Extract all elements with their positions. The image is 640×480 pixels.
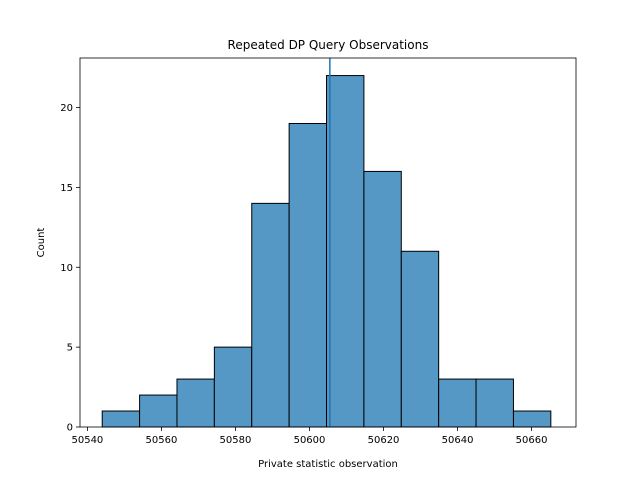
histogram-bar: [326, 75, 365, 428]
histogram-bar: [251, 202, 290, 428]
histogram-bar: [400, 250, 440, 428]
x-axis-label: Private statistic observation: [258, 459, 398, 470]
y-tick-label: 10: [60, 263, 73, 274]
x-tick-label: 50640: [442, 435, 474, 446]
histogram-bar: [512, 410, 552, 428]
x-tick-label: 50560: [146, 435, 178, 446]
histogram-bar: [438, 378, 477, 428]
y-axis-ticks: 0 5 10 15 20: [60, 103, 80, 434]
x-tick-label: 50660: [516, 435, 548, 446]
bars-group: [101, 75, 552, 428]
x-tick-label: 50540: [71, 435, 103, 446]
x-axis-ticks: 50540 50560 50580 50600 50620 50640 50660: [71, 427, 547, 446]
histogram-bar: [101, 410, 141, 428]
histogram-bar: [213, 346, 253, 428]
histogram-bar: [475, 378, 514, 428]
histogram-bar: [363, 170, 402, 428]
y-tick-label: 20: [60, 103, 73, 114]
y-tick-label: 5: [67, 343, 73, 354]
chart-title: Repeated DP Query Observations: [228, 38, 429, 52]
x-tick-label: 50600: [294, 435, 326, 446]
y-tick-label: 0: [67, 423, 73, 434]
histogram-bar: [176, 378, 215, 428]
plot-frame: [79, 57, 577, 428]
y-axis-label: Count: [36, 228, 47, 258]
histogram-bar: [139, 394, 178, 428]
y-tick-label: 15: [60, 183, 73, 194]
x-tick-label: 50580: [220, 435, 252, 446]
histogram-bar: [288, 122, 328, 428]
x-tick-label: 50620: [368, 435, 400, 446]
